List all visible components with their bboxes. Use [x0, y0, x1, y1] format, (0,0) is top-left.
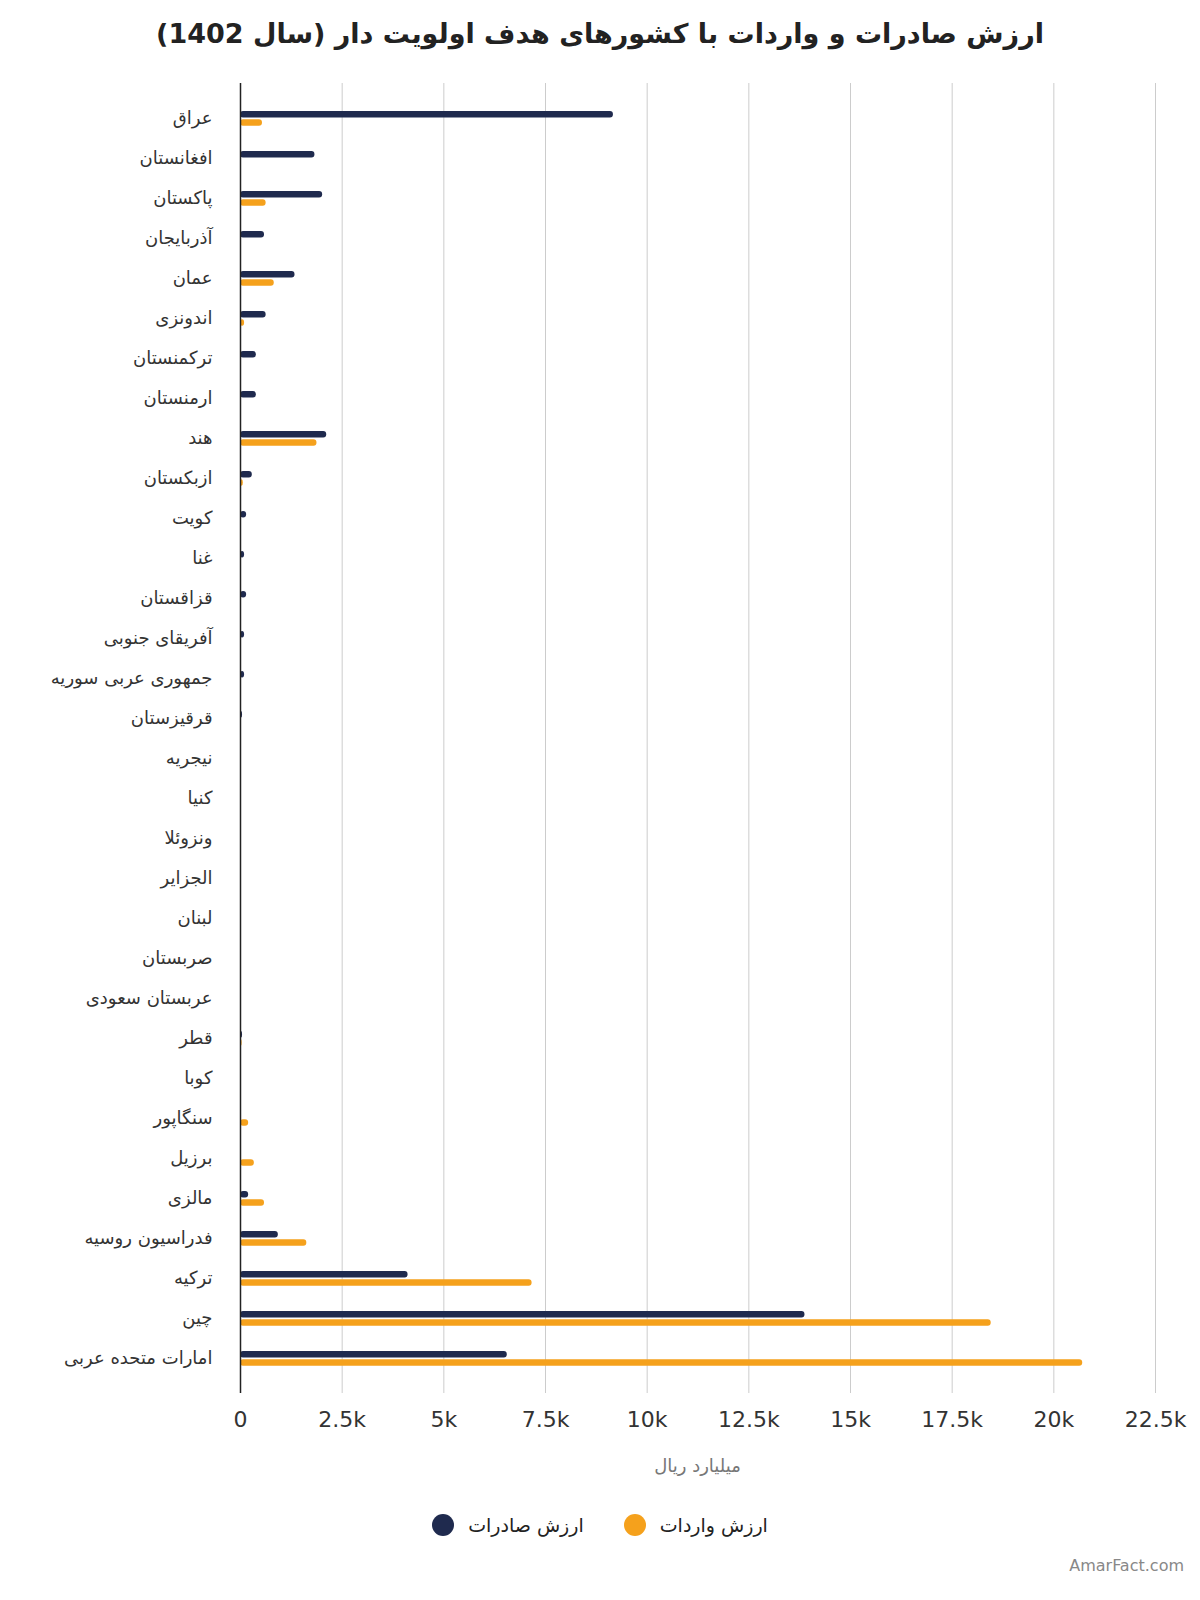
svg-text:مالزی: مالزی	[168, 1187, 213, 1209]
svg-text:هند: هند	[188, 427, 212, 448]
svg-text:ترکمنستان: ترکمنستان	[133, 347, 213, 369]
svg-text:کویت: کویت	[172, 507, 213, 529]
svg-text:20k: 20k	[1033, 1407, 1074, 1432]
svg-text:0: 0	[234, 1407, 248, 1432]
svg-text:ازبکستان: ازبکستان	[144, 467, 213, 488]
svg-text:پاکستان: پاکستان	[153, 187, 212, 209]
svg-text:قطر: قطر	[178, 1027, 212, 1049]
svg-text:کنیا: کنیا	[188, 787, 213, 808]
svg-text:اندونزی: اندونزی	[155, 307, 212, 329]
svg-text:افغانستان: افغانستان	[140, 147, 213, 168]
svg-text:نیجریه: نیجریه	[166, 747, 213, 769]
svg-text:سنگاپور: سنگاپور	[153, 1107, 213, 1129]
html-text:ارزش صادرات و واردات با کشورها: ارزش صادرات و واردات با کشورهای هدف اولو…	[156, 18, 1044, 49]
svg-text:عمان: عمان	[173, 267, 213, 288]
svg-text:لبنان: لبنان	[177, 907, 212, 928]
svg-text:ترکیه: ترکیه	[174, 1267, 213, 1289]
html-text:AmarFact.com: AmarFact.com	[1069, 1556, 1184, 1575]
svg-text:قرقیزستان: قرقیزستان	[131, 707, 213, 729]
svg-text:آفریقای جنوبی: آفریقای جنوبی	[104, 626, 214, 649]
svg-text:22.5k: 22.5k	[1125, 1407, 1187, 1432]
svg-text:2.5k: 2.5k	[318, 1407, 366, 1432]
html-text:میلیارد ریال: میلیارد ریال	[654, 1455, 741, 1476]
svg-text:آذربایجان: آذربایجان	[145, 226, 214, 248]
html-text:ارزش واردات: ارزش واردات	[659, 1514, 768, 1536]
svg-text:10k: 10k	[627, 1407, 668, 1432]
svg-text:عراق: عراق	[173, 107, 213, 129]
svg-text:17.5k: 17.5k	[921, 1407, 983, 1432]
svg-text:جمهوری عربی سوریه: جمهوری عربی سوریه	[51, 667, 213, 689]
svg-text:15k: 15k	[830, 1407, 871, 1432]
svg-text:الجزایر: الجزایر	[160, 867, 213, 889]
svg-text:5k: 5k	[430, 1407, 457, 1432]
svg-text:امارات متحده عربی: امارات متحده عربی	[64, 1347, 212, 1369]
html-text:ارزش صادرات: ارزش صادرات	[468, 1514, 584, 1536]
svg-text:صربستان: صربستان	[142, 947, 212, 969]
svg-text:7.5k: 7.5k	[522, 1407, 570, 1432]
svg-text:فدراسیون روسیه: فدراسیون روسیه	[84, 1227, 212, 1249]
svg-text:عربستان سعودی: عربستان سعودی	[86, 987, 213, 1009]
svg-text:کوبا: کوبا	[184, 1067, 213, 1089]
svg-text:غنا: غنا	[192, 547, 212, 568]
svg-text:برزیل: برزیل	[170, 1147, 212, 1169]
svg-text:ارمنستان: ارمنستان	[144, 387, 213, 408]
svg-text:12.5k: 12.5k	[718, 1407, 780, 1432]
svg-text:چین: چین	[182, 1307, 212, 1329]
svg-text:ونزوئلا: ونزوئلا	[164, 827, 212, 849]
svg-text:قزاقستان: قزاقستان	[140, 587, 212, 609]
